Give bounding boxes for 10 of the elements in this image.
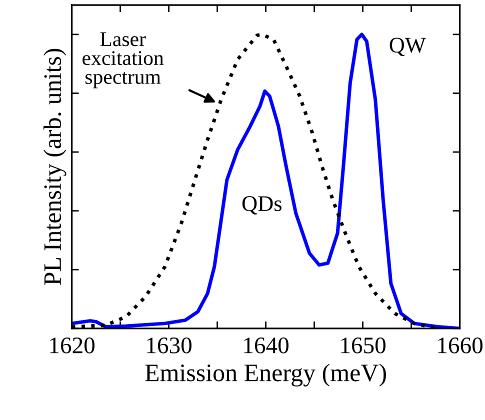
annotation: Laser excitation spectrum: [82, 32, 164, 88]
y-axis-title: PL Intensity (arb. units): [43, 48, 66, 285]
x-tick-label: 1650: [341, 337, 386, 354]
annotation: QDs: [242, 196, 282, 214]
annotation: QW: [390, 38, 426, 56]
x-axis-title: Emission Energy (meV): [145, 364, 386, 386]
x-tick-label: 1660: [438, 337, 482, 354]
x-tick-label: 1640: [244, 337, 288, 354]
x-tick-label: 1630: [147, 337, 192, 354]
x-tick-label: 1620: [50, 337, 94, 354]
